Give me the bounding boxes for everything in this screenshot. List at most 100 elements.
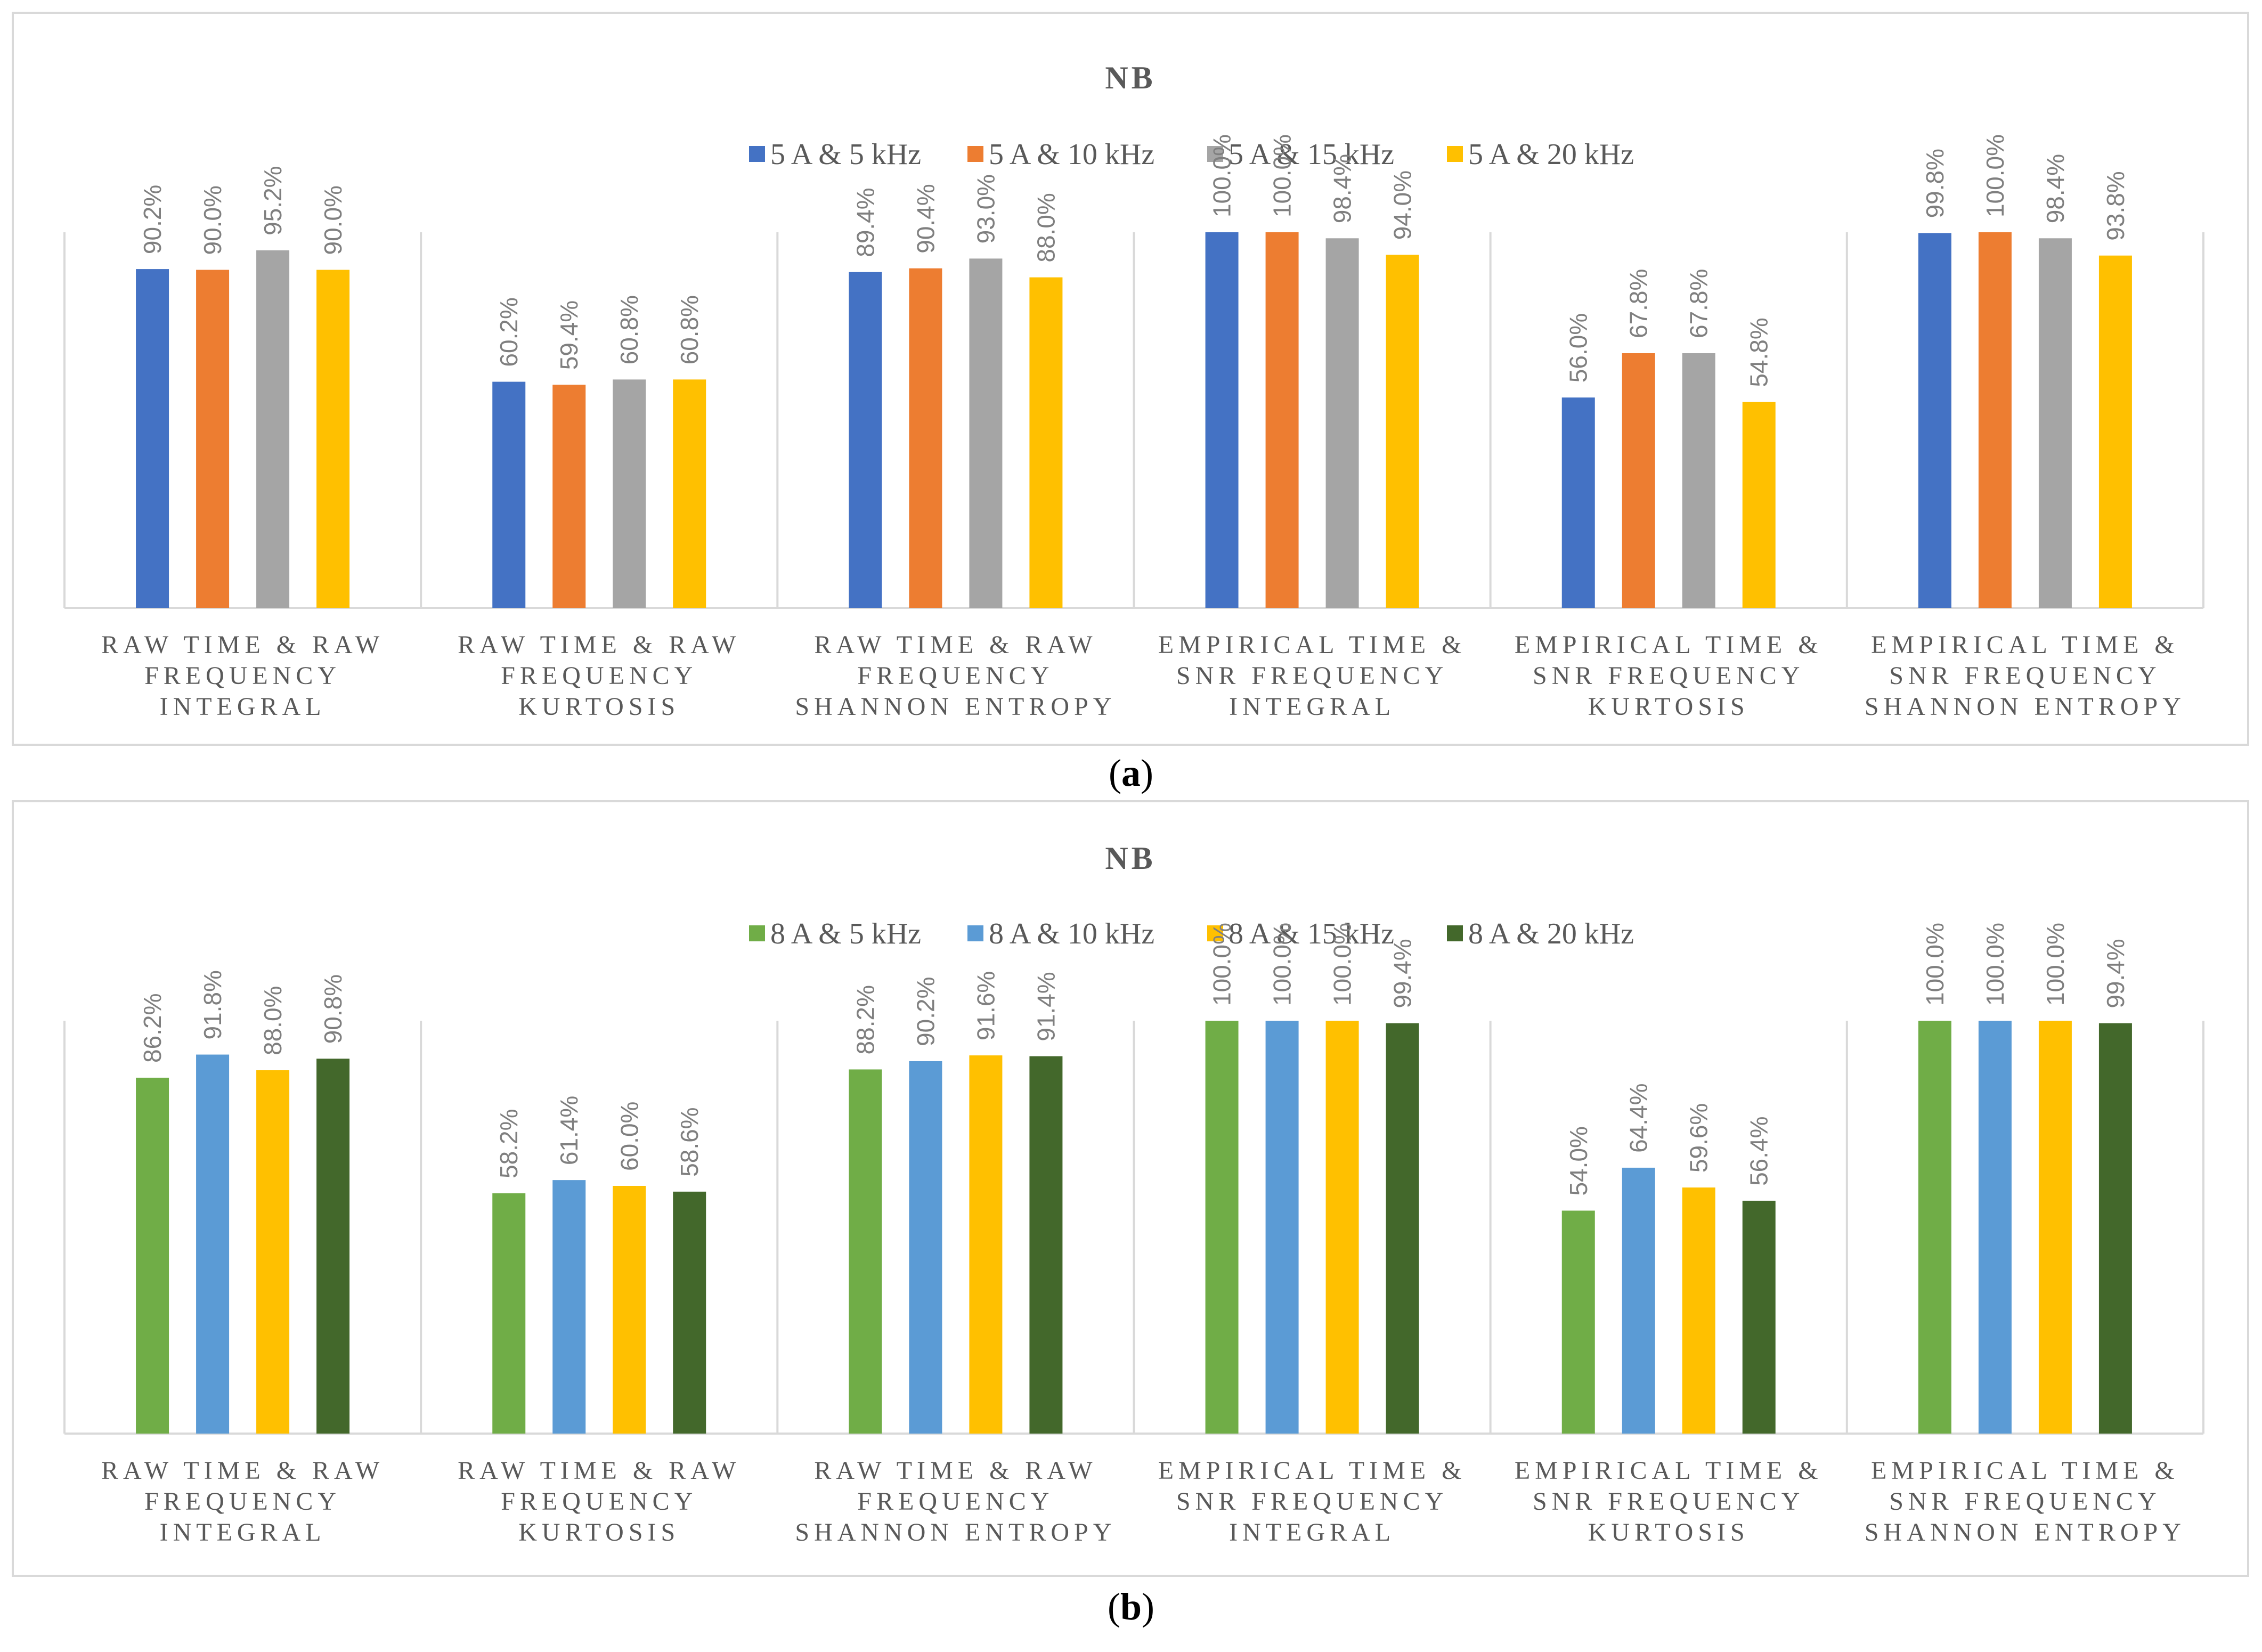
legend-item: 5 A & 5 kHz [749,138,921,171]
bar [1325,238,1359,608]
category-label: SHANNON ENTROPY [1865,693,2186,721]
bar [1561,1210,1595,1434]
bar [196,1054,230,1434]
legend-swatch [749,146,765,162]
category-label: INTEGRAL [1229,693,1395,721]
category-label: SNR FREQUENCY [1889,662,2161,690]
category-label: SHANNON ENTROPY [1865,1518,2186,1547]
data-label: 89.4% [851,188,879,257]
data-label: 88.2% [851,985,879,1054]
legend-label: 8 A & 10 kHz [989,917,1154,950]
bar [1029,277,1063,608]
legend-label: 8 A & 5 kHz [770,917,921,950]
category-label: FREQUENCY [501,662,697,690]
chart-title: NB [1105,841,1156,876]
data-label: 88.0% [259,986,287,1055]
legend-label: 8 A & 20 kHz [1468,917,1634,950]
bar [613,1186,646,1434]
category-label: SHANNON ENTROPY [795,1518,1116,1547]
data-label: 56.0% [1565,313,1592,383]
data-label: 86.2% [139,994,166,1063]
bar [1029,1056,1063,1434]
data-label: 56.4% [1745,1116,1773,1185]
legend-item: 8 A & 10 kHz [967,917,1154,950]
legend-label: 5 A & 15 kHz [1228,138,1394,171]
data-label: 98.4% [1329,154,1356,223]
bar [1742,1200,1776,1434]
category-label: KURTOSIS [1588,693,1750,721]
category-label: EMPIRICAL TIME & [1158,631,1467,659]
category-label: SNR FREQUENCY [1176,662,1448,690]
data-label: 91.8% [199,970,226,1039]
bar [1918,1021,1951,1434]
data-label: 100.0% [1208,923,1236,1006]
chart-b-frame: NB 8 A & 5 kHz 8 A & 10 kHz 8 A & 15 kHz 8 A… [12,800,2249,1577]
bar [136,269,169,608]
category-label: INTEGRAL [160,1518,326,1547]
bar [552,385,586,608]
caption-a: (a) [1109,752,1153,794]
category-label: FREQUENCY [501,1487,697,1516]
category-label: RAW TIME & RAW [814,631,1097,659]
data-label: 98.4% [2041,154,2069,223]
bar [316,1059,350,1434]
bar [1265,232,1299,608]
category-label: SNR FREQUENCY [1533,662,1804,690]
chart-title: NB [1105,60,1156,95]
legend-label: 8 A & 15 kHz [1228,917,1394,950]
data-label: 67.8% [1625,269,1653,338]
data-label: 64.4% [1625,1083,1653,1152]
bar [1325,1021,1359,1434]
bar [1622,353,1655,608]
bar [256,250,290,608]
legend-label: 5 A & 20 kHz [1468,138,1634,171]
legend-item: 5 A & 10 kHz [967,138,1154,171]
bar [256,1070,290,1434]
chart-b: NB 8 A & 5 kHz 8 A & 10 kHz 8 A & 15 kHz 8 A… [63,841,2204,1547]
data-label: 100.0% [1329,923,1356,1006]
category-label: INTEGRAL [160,693,326,721]
bar [673,1191,706,1434]
data-label: 91.4% [1032,972,1060,1041]
data-label: 90.0% [199,185,226,255]
bar [1742,402,1776,608]
legend-item: 8 A & 5 kHz [749,917,921,950]
data-label: 94.0% [1389,170,1417,240]
data-label: 60.8% [676,295,703,364]
category-label: FREQUENCY [857,1487,1054,1516]
category-label: KURTOSIS [1588,1518,1750,1547]
bar [849,272,882,608]
data-label: 59.4% [555,300,583,370]
category-label: RAW TIME & RAW [101,631,384,659]
bar [316,270,350,608]
bar [196,270,230,608]
category-label: SNR FREQUENCY [1889,1487,2161,1516]
legend-label: 5 A & 5 kHz [770,138,921,171]
data-label: 100.0% [1268,134,1296,217]
bar [2098,255,2132,608]
bar [2038,1021,2072,1434]
bar [1682,1187,1715,1434]
bar [969,1055,1003,1434]
bar [849,1069,882,1434]
data-label: 100.0% [1208,134,1236,217]
data-label: 93.8% [2102,171,2129,240]
category-label: SHANNON ENTROPY [795,693,1116,721]
bar [1386,255,1419,608]
chart-a-frame: NB 5 A & 5 kHz 5 A & 10 kHz 5 A & 15 kHz 5 A… [12,12,2249,746]
data-label: 100.0% [1981,923,2009,1006]
bar [673,379,706,608]
category-label: RAW TIME & RAW [458,631,741,659]
legend-swatch [1207,146,1223,162]
category-label: EMPIRICAL TIME & [1515,1456,1823,1485]
bar [969,258,1003,608]
category-label: EMPIRICAL TIME & [1871,631,2179,659]
category-label: EMPIRICAL TIME & [1515,631,1823,659]
bar [1561,397,1595,608]
bar [492,1193,526,1434]
bar [2038,238,2072,608]
legend-swatch [1447,146,1463,162]
category-label: KURTOSIS [518,1518,680,1547]
category-label: RAW TIME & RAW [101,1456,384,1485]
legend-swatch [1447,925,1463,941]
